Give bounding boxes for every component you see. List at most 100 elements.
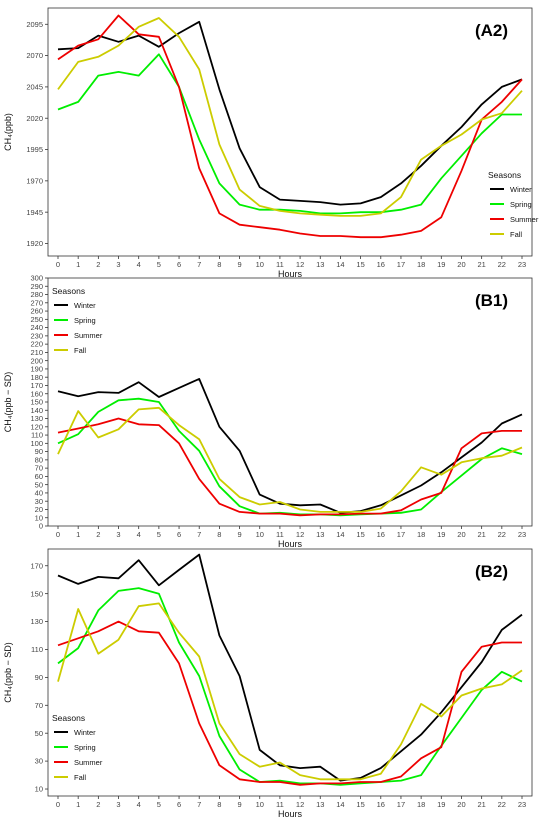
x-tick-label: 1 — [76, 800, 80, 809]
legend: Seasons Winter Spring Summer Fall — [52, 713, 103, 782]
plot-frame — [47, 7, 533, 257]
y-tick-label: 90 — [35, 447, 43, 456]
panel-label: (B2) — [475, 562, 508, 581]
x-tick-label: 19 — [437, 530, 445, 539]
x-tick-label: 11 — [276, 800, 284, 809]
series-line-summer — [57, 620, 522, 786]
series-line-fall — [57, 602, 523, 781]
x-axis-title: Hours — [278, 539, 303, 549]
y-axis-title: CH₄(ppb − SD) — [3, 642, 13, 702]
y-tick-label: 1970 — [26, 176, 43, 185]
y-tick-label: 70 — [35, 464, 43, 473]
x-tick-label: 5 — [157, 800, 161, 809]
x-tick-label: 16 — [377, 260, 385, 269]
x-tick-label: 4 — [137, 260, 141, 269]
x-tick-label: 11 — [276, 530, 284, 539]
y-tick-label: 80 — [35, 455, 43, 464]
legend-entry: Spring — [510, 200, 532, 209]
legend-entry: Fall — [74, 773, 86, 782]
x-tick-label: 4 — [137, 530, 141, 539]
series-line-spring — [57, 587, 523, 786]
y-tick-label: 210 — [30, 348, 43, 357]
series-line-fall — [57, 406, 523, 513]
legend-title: Seasons — [488, 170, 521, 180]
x-tick-label: 5 — [157, 530, 161, 539]
x-tick-label: 18 — [417, 530, 425, 539]
x-tick-label: 19 — [437, 260, 445, 269]
y-tick-label: 90 — [35, 673, 43, 682]
legend-entry: Spring — [74, 743, 96, 752]
y-tick-label: 10 — [35, 513, 43, 522]
x-tick-label: 9 — [237, 530, 241, 539]
x-tick-label: 13 — [316, 800, 324, 809]
y-axis-title: CH₄(ppb − SD) — [3, 372, 13, 432]
x-tick-label: 2 — [96, 260, 100, 269]
series-line-winter — [57, 553, 523, 782]
y-tick-label: 280 — [30, 290, 43, 299]
legend: Seasons Winter Spring Summer Fall — [52, 286, 103, 355]
y-tick-label: 140 — [30, 406, 43, 415]
x-tick-label: 21 — [477, 800, 485, 809]
y-tick-label: 50 — [35, 729, 43, 738]
x-tick-label: 12 — [296, 530, 304, 539]
y-tick-label: 1945 — [26, 208, 43, 217]
x-tick-label: 2 — [96, 530, 100, 539]
x-tick-label: 6 — [177, 260, 181, 269]
y-tick-label: 290 — [30, 282, 43, 291]
x-tick-label: 20 — [457, 530, 465, 539]
x-tick-label: 3 — [116, 260, 120, 269]
x-tick-label: 14 — [336, 800, 344, 809]
y-tick-label: 300 — [30, 274, 43, 283]
x-axis-title: Hours — [278, 269, 303, 279]
x-tick-label: 16 — [377, 530, 385, 539]
y-tick-label: 2045 — [26, 83, 43, 92]
x-tick-label: 23 — [518, 530, 526, 539]
x-tick-label: 22 — [498, 260, 506, 269]
x-tick-label: 6 — [177, 530, 181, 539]
y-tick-label: 40 — [35, 489, 43, 498]
x-tick-label: 8 — [217, 260, 221, 269]
plot-frame — [47, 277, 533, 527]
y-tick-label: 180 — [30, 373, 43, 382]
plot-frame — [47, 548, 533, 797]
legend-title: Seasons — [52, 713, 85, 723]
x-tick-label: 22 — [498, 800, 506, 809]
x-tick-label: 7 — [197, 260, 201, 269]
x-tick-label: 12 — [296, 260, 304, 269]
x-tick-label: 1 — [76, 260, 80, 269]
x-tick-label: 5 — [157, 260, 161, 269]
legend-entry: Winter — [74, 301, 96, 310]
y-tick-label: 150 — [30, 589, 43, 598]
y-tick-label: 150 — [30, 398, 43, 407]
x-tick-label: 13 — [316, 260, 324, 269]
x-tick-label: 22 — [498, 530, 506, 539]
y-tick-label: 240 — [30, 323, 43, 332]
x-tick-label: 20 — [457, 800, 465, 809]
y-tick-label: 1920 — [26, 239, 43, 248]
legend-entry: Winter — [74, 728, 96, 737]
y-tick-label: 190 — [30, 365, 43, 374]
x-tick-label: 3 — [116, 800, 120, 809]
y-tick-label: 30 — [35, 497, 43, 506]
panel-label: (A2) — [475, 21, 508, 40]
y-tick-label: 60 — [35, 472, 43, 481]
y-tick-label: 100 — [30, 439, 43, 448]
x-tick-label: 0 — [56, 260, 60, 269]
y-tick-label: 270 — [30, 298, 43, 307]
x-tick-label: 17 — [397, 530, 405, 539]
y-tick-label: 30 — [35, 757, 43, 766]
x-tick-label: 15 — [356, 800, 364, 809]
legend-entry: Winter — [510, 185, 532, 194]
series-line-spring — [57, 53, 522, 215]
y-tick-label: 2095 — [26, 20, 43, 29]
x-tick-label: 14 — [336, 260, 344, 269]
series-line-fall — [57, 17, 523, 217]
series-line-winter — [57, 377, 523, 514]
x-tick-label: 23 — [518, 800, 526, 809]
legend-entry: Summer — [510, 215, 539, 224]
x-tick-label: 6 — [177, 800, 181, 809]
x-tick-label: 18 — [417, 800, 425, 809]
legend-entry: Fall — [74, 346, 86, 355]
